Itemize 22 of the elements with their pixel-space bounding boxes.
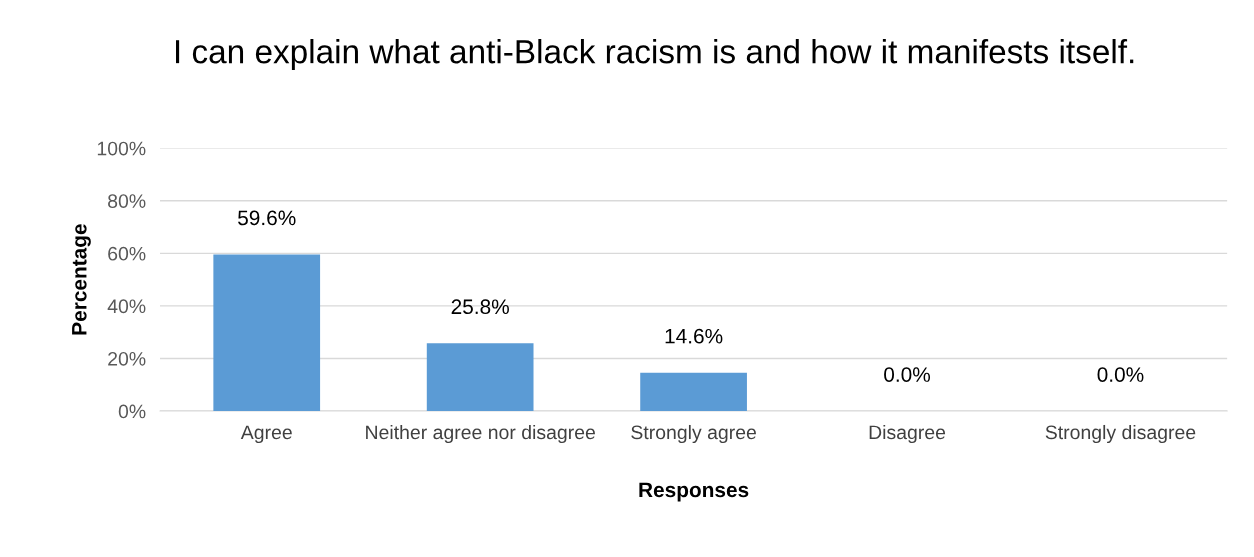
- x-tick-label: Strongly agree: [631, 424, 756, 444]
- x-tick-label: Strongly disagree: [1045, 424, 1196, 444]
- data-label: 59.6%: [238, 210, 296, 226]
- x-tick-label: Neither agree nor disagree: [366, 424, 595, 444]
- data-label: 0.0%: [884, 367, 931, 382]
- x-tick-label: Agree: [240, 425, 292, 444]
- bar: [426, 343, 534, 412]
- y-tick-label: 80%: [108, 194, 146, 208]
- y-axis-title: Percentage: [72, 224, 91, 335]
- y-tick-label: 60%: [108, 246, 146, 261]
- data-label: 14.6%: [665, 328, 723, 344]
- y-tick-label: 0%: [118, 404, 146, 419]
- data-label: 0.0%: [1097, 367, 1144, 382]
- y-tick-label: 100%: [97, 141, 146, 156]
- y-tick-label: 20%: [108, 351, 146, 366]
- x-axis-title: Responses: [639, 482, 749, 502]
- data-label: 25.8%: [451, 299, 509, 315]
- chart-title: I can explain what anti-Black racism is and how it manifests itself.: [176, 38, 1134, 71]
- x-tick-label: Disagree: [869, 424, 946, 444]
- bar: [640, 372, 747, 412]
- bar: [213, 254, 321, 412]
- y-tick-label: 40%: [107, 299, 146, 314]
